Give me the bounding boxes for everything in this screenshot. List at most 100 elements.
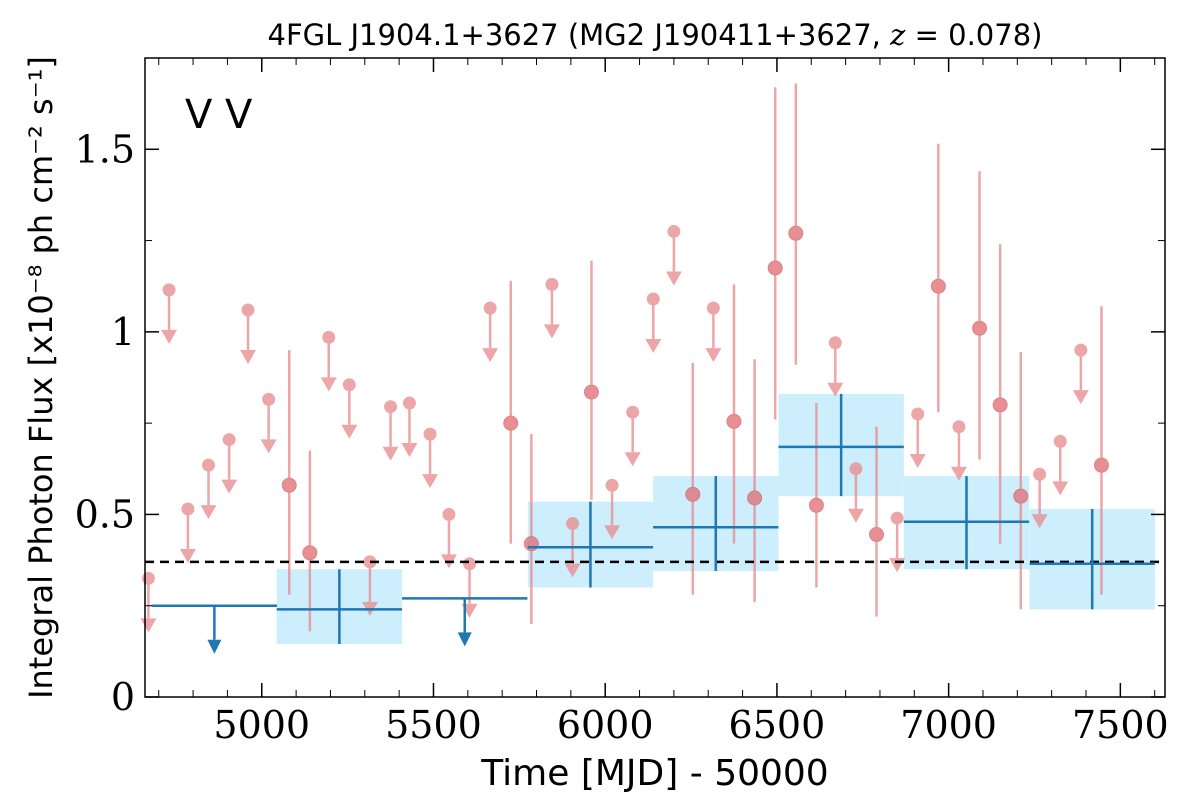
short-bin-corner-label: V	[225, 92, 253, 138]
short-bin-point-group	[200, 458, 217, 520]
short-bin-flux-point	[583, 384, 599, 400]
short-bin-point-group	[543, 277, 560, 339]
long-bin-limit-arrow	[207, 639, 222, 654]
short-bin-flux-point	[503, 415, 519, 431]
short-bin-limit-arrow	[179, 548, 196, 563]
short-bin-upper-limit	[202, 458, 216, 472]
short-bin-limit-arrow	[827, 382, 844, 397]
short-bin-limit-arrow	[200, 505, 217, 520]
axis-ticks-layer: 5000 5500 6000 6500 7000 7500 0 0.5 1 1.5	[75, 58, 1169, 747]
short-bin-flux-point	[972, 320, 988, 336]
short-bin-flux-point	[788, 225, 804, 241]
short-bin-point-group	[808, 403, 824, 588]
short-bin-point-group	[624, 405, 641, 467]
short-bin-flux-point	[747, 490, 763, 506]
long-bin-layer	[151, 393, 1155, 654]
x-tick-label: 7000	[900, 703, 997, 747]
short-bin-point-group	[1052, 434, 1069, 496]
short-bin-limit-arrow	[401, 443, 418, 458]
x-tick-label: 7500	[1072, 703, 1169, 747]
short-bin-limit-arrow	[161, 329, 178, 344]
short-bin-point-group	[240, 303, 257, 364]
short-bin-flux-point	[302, 545, 318, 561]
short-bin-upper-limit	[1033, 467, 1047, 481]
short-bin-point-group	[1031, 467, 1048, 529]
short-bin-point-group	[302, 450, 318, 632]
short-bin-point-group	[726, 284, 742, 544]
short-bin-point-group	[992, 244, 1008, 544]
short-bin-limit-arrow	[260, 439, 277, 454]
short-bin-limit-arrow	[564, 563, 581, 578]
y-tick-label: 1	[111, 310, 135, 354]
short-bin-flux-point	[1093, 457, 1109, 473]
short-bin-point-group	[950, 420, 967, 481]
short-bin-upper-limit	[181, 502, 195, 516]
long-bin-limit-arrow	[457, 632, 472, 647]
short-bin-flux-point	[869, 527, 885, 543]
short-bin-flux-point	[930, 278, 946, 294]
short-bin-limit-arrow	[909, 454, 926, 469]
short-bin-upper-limit	[605, 478, 619, 492]
short-bin-upper-limit	[545, 277, 559, 291]
y-axis-label: Integral Photon Flux [x10⁻⁸ ph cm⁻² s⁻¹]	[22, 56, 60, 699]
short-bin-upper-limit	[828, 336, 842, 350]
short-bin-upper-limit	[402, 396, 416, 410]
short-bin-upper-limit	[911, 407, 925, 421]
short-bin-limit-arrow	[320, 377, 337, 392]
short-bin-point-group	[341, 378, 358, 439]
short-bin-upper-limit	[423, 427, 437, 441]
short-bin-point-group	[827, 336, 844, 397]
short-bin-upper-limit	[463, 557, 477, 571]
short-bin-point-group	[869, 426, 885, 617]
x-axis-label: Time [MJD] - 50000	[480, 753, 828, 794]
short-bin-upper-limit	[262, 392, 276, 406]
short-bin-upper-limit	[384, 400, 398, 414]
short-bin-point-group	[140, 571, 157, 633]
short-bin-limit-arrow	[341, 424, 358, 439]
short-bin-point-group	[221, 433, 238, 494]
short-bin-point-group	[788, 83, 804, 365]
short-bin-point-group	[705, 301, 722, 363]
short-bin-upper-limit	[646, 292, 660, 306]
short-bin-upper-limit	[566, 517, 580, 531]
short-bin-upper-limit	[483, 301, 497, 315]
short-bin-upper-limit	[1053, 434, 1067, 448]
short-bin-flux-point	[992, 397, 1008, 413]
short-bin-limit-arrow	[1031, 514, 1048, 529]
short-bin-limit-arrow	[382, 446, 399, 461]
y-tick-label: 0.5	[75, 492, 135, 536]
short-bin-limit-arrow	[665, 271, 682, 286]
short-bin-point-group	[382, 400, 399, 461]
short-bin-point-group	[909, 407, 926, 469]
short-bin-limit-arrow	[645, 338, 662, 353]
short-bin-limit-arrow	[1072, 390, 1089, 405]
short-bin-point-group	[665, 224, 682, 286]
short-bin-limit-arrow	[604, 525, 621, 540]
x-tick-label: 5000	[213, 703, 310, 747]
y-tick-label: 1.5	[75, 127, 135, 171]
short-bin-point-group	[401, 396, 418, 458]
short-bin-upper-limit	[442, 507, 456, 521]
short-bin-point-group	[422, 427, 439, 489]
short-bin-upper-limit	[952, 420, 966, 434]
short-bin-point-group	[179, 502, 196, 563]
short-bin-upper-limit	[706, 301, 720, 315]
short-bin-upper-limit	[890, 511, 904, 525]
short-bin-flux-point	[767, 260, 783, 276]
short-bin-flux-point	[726, 413, 742, 429]
short-bin-limit-arrow	[240, 349, 257, 364]
short-bin-limit-arrow	[847, 508, 864, 523]
short-bin-upper-limit	[241, 303, 255, 317]
short-bin-limit-arrow	[1052, 481, 1069, 496]
short-bin-flux-point	[281, 477, 297, 493]
short-bin-limit-arrow	[482, 348, 499, 363]
short-bin-flux-point	[808, 497, 824, 513]
short-bin-limit-arrow	[140, 618, 157, 633]
plot-frame	[144, 57, 1166, 698]
short-bin-point-group	[1072, 343, 1089, 405]
short-bin-point-group	[564, 517, 581, 578]
long-bin-corner-label: V	[185, 92, 213, 138]
short-bin-point-group	[747, 359, 763, 603]
short-bin-point-group	[281, 350, 297, 595]
